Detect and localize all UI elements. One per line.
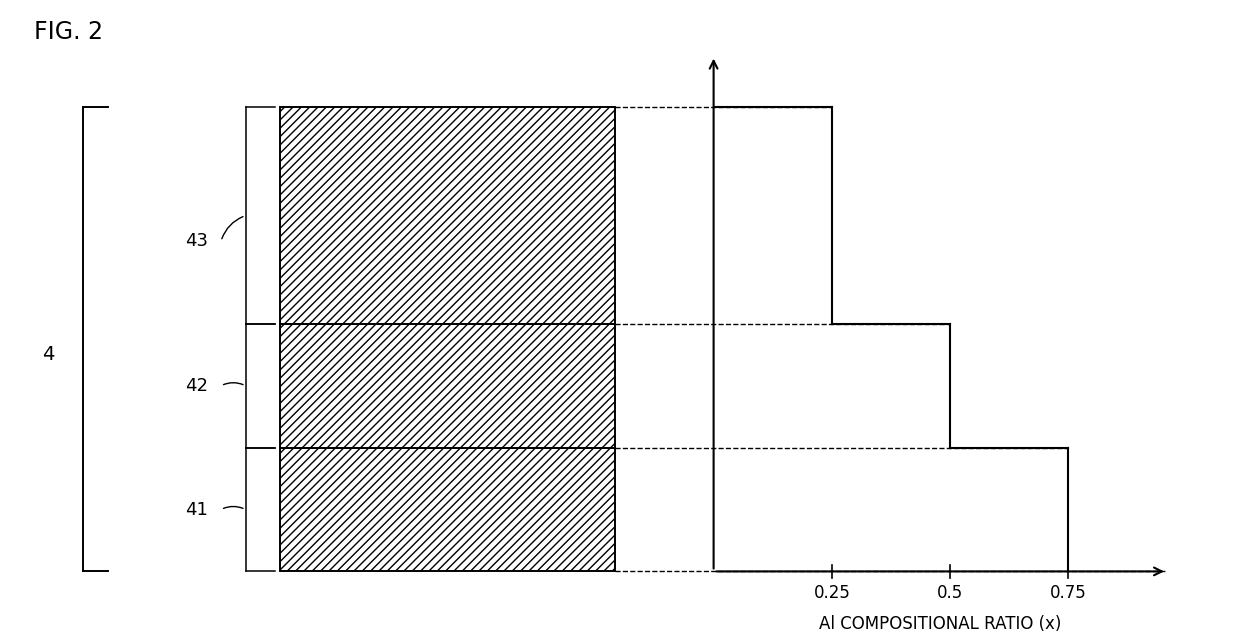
Bar: [280, 107, 615, 324]
Text: 41: 41: [185, 500, 208, 518]
Text: FIG. 2: FIG. 2: [33, 20, 103, 43]
Text: 43: 43: [185, 233, 208, 250]
Text: 42: 42: [185, 377, 208, 395]
Text: 0.25: 0.25: [813, 584, 851, 603]
Bar: [280, 448, 615, 571]
Text: 4: 4: [42, 345, 55, 364]
Bar: [280, 324, 615, 448]
Text: 0.5: 0.5: [937, 584, 963, 603]
Text: Al COMPOSITIONAL RATIO (x): Al COMPOSITIONAL RATIO (x): [820, 615, 1061, 633]
Text: 0.75: 0.75: [1050, 584, 1086, 603]
